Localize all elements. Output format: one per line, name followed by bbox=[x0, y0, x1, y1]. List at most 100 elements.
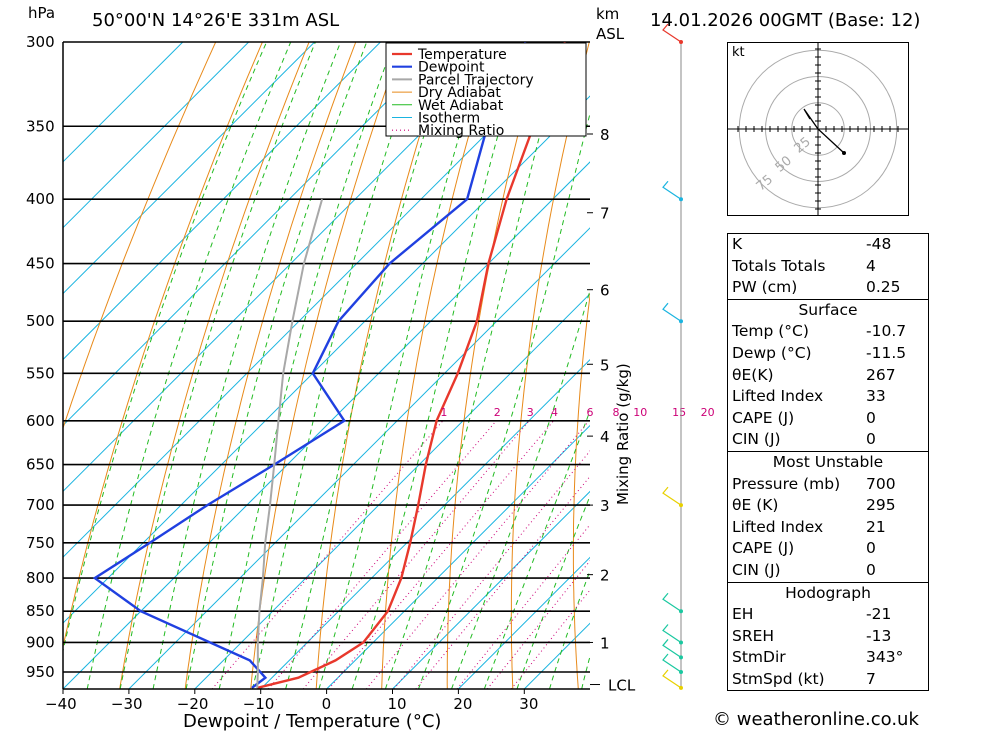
wind-barb bbox=[662, 23, 682, 43]
wet-adiabat-line bbox=[384, 42, 566, 689]
wind-barb bbox=[662, 180, 682, 200]
hodograph-point bbox=[842, 151, 846, 155]
surface-dewp: Dewp (°C) -11.5 bbox=[732, 343, 907, 362]
pressure-tick-label: 650 bbox=[26, 456, 55, 474]
footer-credit[interactable]: © weatheronline.co.uk bbox=[713, 709, 919, 730]
x-axis-title: Dewpoint / Temperature (°C) bbox=[183, 711, 441, 732]
pressure-tick-label: 450 bbox=[26, 255, 55, 273]
mixing-ratio-label: 20 bbox=[701, 406, 715, 419]
isotherm-line bbox=[63, 42, 579, 558]
mixing-ratio-line bbox=[486, 560, 590, 689]
isotherm-line bbox=[128, 227, 590, 689]
skewt-chart: 3003504004505005506006507007508008509009… bbox=[26, 23, 720, 732]
mixing-ratio-line bbox=[267, 420, 497, 689]
mixing-ratio-line bbox=[365, 420, 590, 689]
dry-adiabat-line bbox=[692, 42, 720, 689]
isotherm-line bbox=[392, 490, 590, 689]
isotherm-line bbox=[63, 42, 250, 229]
legend-box bbox=[385, 42, 587, 137]
wind-profile bbox=[662, 23, 683, 690]
pressure-tick-label: 750 bbox=[26, 534, 55, 552]
wind-barb bbox=[662, 624, 682, 643]
dry-adiabat-line bbox=[381, 42, 497, 689]
dry-adiabat-line bbox=[63, 42, 263, 650]
dry-adiabat-line bbox=[250, 42, 403, 689]
mixing-ratio-label: 15 bbox=[672, 406, 686, 419]
hodo-eh: EH -21 bbox=[732, 605, 892, 624]
section-surface: Surface bbox=[728, 298, 928, 322]
isotherm-line bbox=[63, 42, 381, 361]
pressure-tick-label: 400 bbox=[26, 190, 55, 208]
indices-table: K -48 Totals Totals 4 PW (cm) 0.25 Surface … bbox=[727, 233, 929, 692]
hodo-stmspd: StmSpd (kt) 7 bbox=[732, 669, 876, 688]
wind-barb bbox=[662, 639, 682, 658]
isotherm-line bbox=[63, 42, 184, 163]
lcl-label: LCL bbox=[608, 677, 636, 695]
mixing-ratio-label: 8 bbox=[613, 406, 620, 419]
hodo-stmdir: StmDir 343° bbox=[732, 648, 904, 667]
mixing-ratio-label: 1 bbox=[440, 406, 447, 419]
dry-adiabat-line bbox=[63, 42, 217, 430]
mixing-ratio-label: 2 bbox=[494, 406, 501, 419]
dry-adiabat-line bbox=[572, 291, 590, 689]
mu-cape: CAPE (J) 0 bbox=[732, 539, 876, 558]
isotherm-line bbox=[63, 42, 513, 493]
mixing-ratio-line bbox=[328, 420, 554, 689]
surface-cin: CIN (J) 0 bbox=[732, 430, 876, 449]
isotherm-line bbox=[194, 293, 590, 689]
pressure-tick-label: 350 bbox=[26, 117, 55, 135]
pressure-tick-label: 850 bbox=[26, 602, 55, 620]
mu-pressure: Pressure (mb) 700 bbox=[732, 474, 896, 493]
isotherm-line bbox=[326, 424, 590, 689]
x-tick-label: 0 bbox=[322, 695, 332, 713]
km-tick-label: 1 bbox=[600, 634, 610, 652]
isotherm-line bbox=[63, 95, 590, 624]
legend-entry: Mixing Ratio bbox=[418, 123, 504, 139]
isotherm-line bbox=[458, 556, 590, 689]
km-tick-label: 5 bbox=[600, 356, 610, 374]
temperature-series bbox=[256, 42, 567, 689]
isotherm-line bbox=[63, 42, 315, 295]
wet-adiabat-line bbox=[351, 42, 526, 689]
legend-entry: Temperature bbox=[417, 47, 507, 63]
mixing-ratio-label: 3 bbox=[527, 406, 534, 419]
height-unit-label: km bbox=[596, 5, 620, 23]
legend-entry: Wet Adiabat bbox=[418, 98, 504, 114]
km-tick-label: 4 bbox=[600, 428, 610, 446]
legend-entry: Dry Adiabat bbox=[418, 85, 501, 101]
pressure-tick-label: 700 bbox=[26, 496, 55, 514]
pressure-unit-label: hPa bbox=[28, 4, 56, 22]
wet-adiabat-line bbox=[119, 42, 316, 689]
legend-entry: Dewpoint bbox=[418, 60, 485, 76]
mixing-ratio-label: 10 bbox=[633, 406, 647, 419]
surface-theta: θE(K) 267 bbox=[732, 365, 896, 384]
dry-adiabat-line bbox=[184, 42, 357, 689]
wet-adiabat-line bbox=[549, 569, 590, 689]
dry-adiabat-line bbox=[315, 42, 450, 689]
km-tick-label: 8 bbox=[600, 126, 610, 144]
wet-adiabat-line bbox=[318, 42, 489, 689]
km-tick-label: 2 bbox=[600, 567, 610, 585]
x-tick-label: −30 bbox=[111, 695, 143, 713]
pressure-tick-label: 550 bbox=[26, 364, 55, 382]
wet-adiabat-line bbox=[185, 42, 368, 689]
x-tick-label: 20 bbox=[453, 695, 472, 713]
mixing-ratio-line bbox=[302, 420, 530, 689]
mu-theta: θE (K) 295 bbox=[732, 496, 896, 515]
index-row-pw: PW (cm) 0.25 bbox=[732, 278, 901, 297]
index-row-k: K -48 bbox=[732, 235, 892, 253]
dry-adiabat-line bbox=[119, 42, 310, 689]
wind-barb bbox=[662, 486, 682, 506]
wind-barb bbox=[662, 653, 682, 673]
hodo-sreh: SREH -13 bbox=[732, 626, 892, 645]
wind-barb bbox=[662, 302, 682, 322]
mixing-ratio-line bbox=[211, 420, 444, 689]
km-tick-label: 6 bbox=[600, 282, 610, 300]
x-tick-label: 30 bbox=[519, 695, 538, 713]
legend-entry: Parcel Trajectory bbox=[418, 72, 534, 88]
x-tick-label: 10 bbox=[388, 695, 407, 713]
wind-barb bbox=[662, 592, 682, 612]
isotherm-line bbox=[63, 161, 590, 689]
